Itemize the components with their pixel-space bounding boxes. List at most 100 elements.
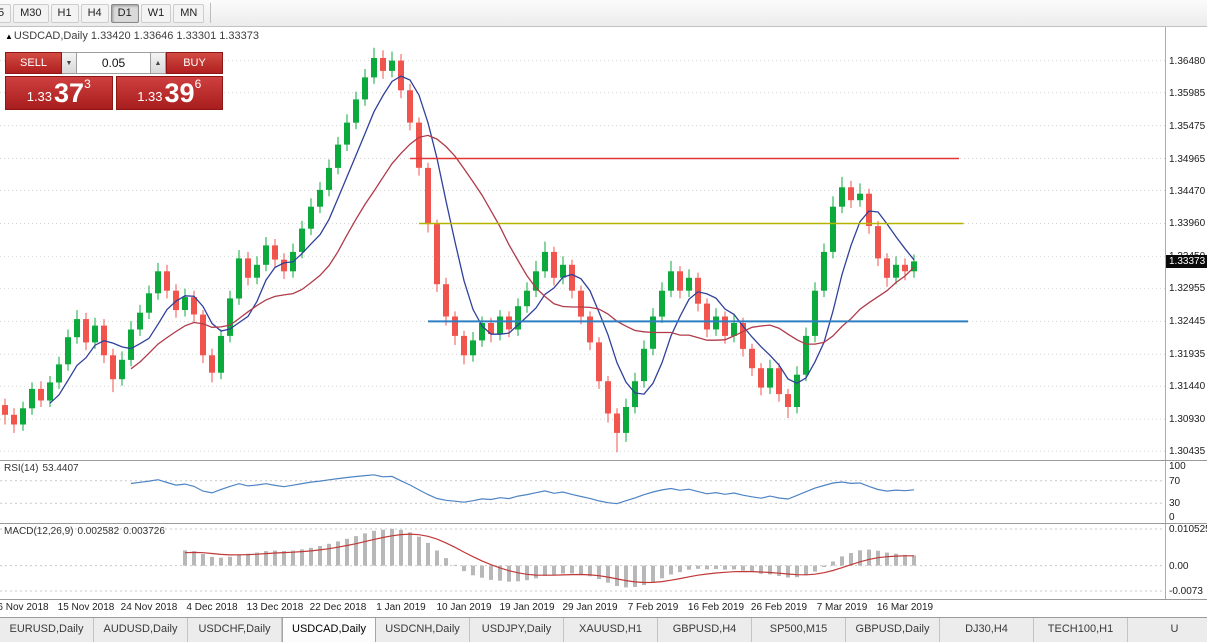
buy-price-prefix: 1.33 <box>137 89 163 104</box>
rsi-chart <box>0 474 1165 505</box>
timeframe-button-d1[interactable]: D1 <box>110 3 139 23</box>
chart-tab-gbpusd-daily[interactable]: GBPUSD,Daily <box>846 618 940 642</box>
chart-tab-usdjpy-daily[interactable]: USDJPY,Daily <box>470 618 564 642</box>
toolbar-separator <box>210 3 212 23</box>
date-axis-label: 1 Jan 2019 <box>376 602 426 613</box>
sell-price-display[interactable]: 1.33 37 3 <box>5 76 113 110</box>
timeframe-buttons: 5 M30 H1 H4 D1 W1 MN <box>0 3 205 23</box>
macd-axis-label: 0.00 <box>1169 560 1189 572</box>
rsi-label: RSI(14) 53.4407 <box>4 463 83 474</box>
volume-increase-button[interactable]: ▲ <box>151 52 166 74</box>
price-axis-label: 1.35985 <box>1169 87 1206 99</box>
one-click-trading-panel: SELL ▼ 0.05 ▲ BUY 1.33 37 3 1.33 39 6 <box>5 52 223 110</box>
chart-tab-tech100-h1[interactable]: TECH100,H1 <box>1034 618 1128 642</box>
macd-axis: 0.010525 0.00 -0.0073 <box>1165 524 1207 599</box>
price-axis-label: 1.31935 <box>1169 349 1206 361</box>
chart-tab-audusd-daily[interactable]: AUDUSD,Daily <box>94 618 188 642</box>
date-axis-label: 15 Nov 2018 <box>57 602 115 613</box>
buy-price-pip-digit: 6 <box>194 77 202 91</box>
timeframe-toolbar: 5 M30 H1 H4 D1 W1 MN <box>0 0 1207 27</box>
macd-histogram <box>183 528 916 588</box>
macd-signal-value: 0.003726 <box>123 526 165 537</box>
date-axis-label: 7 Feb 2019 <box>627 602 679 613</box>
chart-tab-usdcad-daily[interactable]: USDCAD,Daily <box>282 618 376 642</box>
macd-name: MACD(12,26,9) <box>4 526 74 537</box>
date-axis-label: 22 Dec 2018 <box>309 602 367 613</box>
price-axis-label: 1.36480 <box>1169 55 1206 67</box>
date-axis-label: 4 Dec 2018 <box>186 602 238 613</box>
rsi-axis-label: 30 <box>1169 498 1181 510</box>
chart-open-value: 1.33420 <box>90 30 131 42</box>
price-axis-label: 1.30435 <box>1169 446 1206 458</box>
ma-slow-line <box>130 134 915 370</box>
date-axis[interactable]: 6 Nov 2018 15 Nov 2018 24 Nov 2018 4 Dec 20… <box>0 600 1207 618</box>
price-axis-label: 1.30930 <box>1169 414 1206 426</box>
sell-price-big-digits: 37 <box>54 78 85 109</box>
timeframe-button-mn[interactable]: MN <box>173 3 205 23</box>
chart-symbol: USDCAD,Daily <box>13 30 88 42</box>
price-axis-label: 1.34470 <box>1169 185 1206 197</box>
volume-input[interactable]: 0.05 <box>77 52 151 74</box>
rsi-axis-label: 100 <box>1169 461 1186 472</box>
date-axis-label: 29 Jan 2019 <box>562 602 618 613</box>
date-axis-label: 16 Feb 2019 <box>687 602 745 613</box>
rsi-value: 53.4407 <box>42 463 79 474</box>
rsi-name: RSI(14) <box>4 463 39 474</box>
volume-decrease-button[interactable]: ▼ <box>62 52 77 74</box>
price-axis-label: 1.35475 <box>1169 120 1206 132</box>
chart-low-value: 1.33301 <box>176 30 217 42</box>
timeframe-button-h1[interactable]: H1 <box>50 3 79 23</box>
chart-shift-marker-icon: ▲ <box>5 32 13 41</box>
chart-tab-xauusd-h1[interactable]: XAUUSD,H1 <box>564 618 658 642</box>
price-gridlines <box>0 60 1165 452</box>
chart-tab-eurusd-daily[interactable]: EURUSD,Daily <box>0 618 94 642</box>
chart-title: ▲USDCAD,Daily 1.33420 1.33646 1.33301 1.3337… <box>5 30 262 42</box>
chart-tab-sp500-m15[interactable]: SP500,M15 <box>752 618 846 642</box>
chart-high-value: 1.33646 <box>133 30 174 42</box>
sell-price-prefix: 1.33 <box>26 89 53 104</box>
timeframe-button-w1[interactable]: W1 <box>140 3 172 23</box>
macd-signal-line <box>184 533 914 584</box>
price-axis-label: 1.34965 <box>1169 153 1206 165</box>
sell-button[interactable]: SELL <box>5 52 62 74</box>
timeframe-button-m30[interactable]: M30 <box>13 3 49 23</box>
macd-main-value: 0.002582 <box>77 526 120 537</box>
chart-tab-usdchf-daily[interactable]: USDCHF,Daily <box>188 618 282 642</box>
date-axis-label: 26 Feb 2019 <box>750 602 808 613</box>
candles <box>2 47 917 453</box>
date-axis-label: 7 Mar 2019 <box>816 602 868 613</box>
date-axis-label: 19 Jan 2019 <box>499 602 555 613</box>
candlestick-chart <box>0 47 1165 453</box>
date-axis-label: 24 Nov 2018 <box>120 602 178 613</box>
macd-chart <box>0 528 1165 592</box>
date-axis-label: 6 Nov 2018 <box>0 602 49 613</box>
timeframe-button-5[interactable]: 5 <box>0 3 12 23</box>
rsi-axis-label: 0 <box>1169 512 1175 523</box>
timeframe-button-h4[interactable]: H4 <box>80 3 109 23</box>
date-axis-label: 16 Mar 2019 <box>876 602 934 613</box>
date-axis-label: 13 Dec 2018 <box>246 602 304 613</box>
buy-button[interactable]: BUY <box>166 52 223 74</box>
price-axis[interactable]: 1.36480 1.35985 1.35475 1.34965 1.34470 1.339… <box>1165 27 1207 460</box>
buy-price-display[interactable]: 1.33 39 6 <box>115 76 223 110</box>
price-axis-label: 1.31440 <box>1169 381 1206 393</box>
chart-tab-usdcnh-daily[interactable]: USDCNH,Daily <box>376 618 470 642</box>
chart-tab-u[interactable]: U <box>1128 618 1207 642</box>
main-chart-pane[interactable]: ▲USDCAD,Daily 1.33420 1.33646 1.33301 1.3337… <box>0 27 1207 461</box>
rsi-line <box>130 474 915 505</box>
chart-tab-gbpusd-h4[interactable]: GBPUSD,H4 <box>658 618 752 642</box>
macd-axis-label: -0.0073 <box>1169 586 1203 597</box>
date-axis-label: 10 Jan 2019 <box>436 602 492 613</box>
macd-label: MACD(12,26,9) 0.002582 0.003726 <box>4 526 169 537</box>
rsi-axis-label: 70 <box>1169 475 1181 487</box>
ma-fast-line <box>49 75 915 404</box>
chart-tab-dj30-h4[interactable]: DJ30,H4 <box>940 618 1034 642</box>
macd-axis-label: 0.010525 <box>1169 524 1207 535</box>
macd-pane[interactable]: MACD(12,26,9) 0.002582 0.003726 0.010525 0.… <box>0 524 1207 600</box>
current-price-badge: 1.33373 <box>1166 255 1207 269</box>
rsi-axis: 100 70 30 0 <box>1165 461 1207 523</box>
rsi-pane[interactable]: RSI(14) 53.4407 100 70 30 0 <box>0 461 1207 524</box>
price-axis-label: 1.33960 <box>1169 218 1206 230</box>
sell-price-pip-digit: 3 <box>84 77 91 91</box>
